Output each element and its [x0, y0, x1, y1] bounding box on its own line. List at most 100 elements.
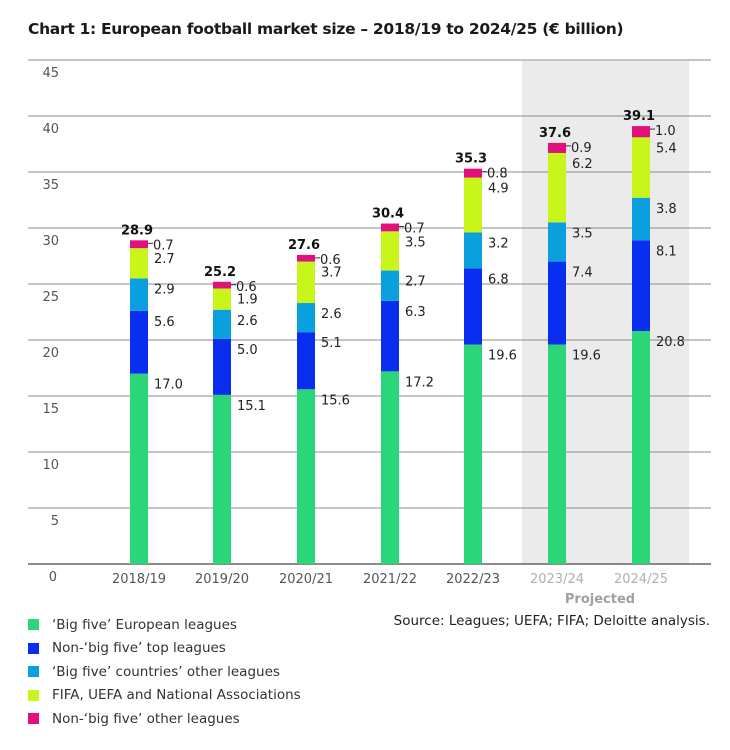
segment-value-label: 0.6	[236, 280, 257, 295]
segment-value-label: 3.8	[656, 202, 677, 217]
y-tick-label: 0	[49, 570, 57, 585]
bar-segment	[213, 309, 231, 339]
bar-segment	[632, 197, 650, 241]
bar-segment	[130, 278, 148, 311]
segment-value-label: 2.7	[154, 252, 175, 267]
segment-value-label: 2.6	[237, 314, 258, 329]
segment-value-label: 5.4	[656, 141, 677, 156]
x-tick-label: 2022/23	[446, 572, 500, 587]
x-tick-label: 2020/21	[279, 572, 333, 587]
bar-segment	[464, 232, 482, 269]
bar-segment	[464, 168, 482, 178]
bar-segment	[213, 394, 231, 564]
y-tick-label: 20	[42, 346, 59, 361]
bar-segment	[548, 222, 566, 262]
x-tick-label: 2023/24	[530, 572, 584, 587]
bar-segment	[213, 281, 231, 289]
legend: ‘Big five’ European leagues Non-‘big five…	[28, 613, 301, 731]
segment-value-label: 1.0	[655, 124, 676, 139]
legend-label: ‘Big five’ European leagues	[52, 616, 237, 633]
bar-segment	[213, 338, 231, 395]
bar-segment	[381, 231, 399, 271]
segment-value-label: 3.7	[321, 266, 342, 281]
bar-segment	[548, 152, 566, 223]
legend-swatch	[28, 713, 39, 725]
total-value-label: 37.6	[539, 126, 571, 141]
bar-segment	[464, 344, 482, 564]
bar-segment	[632, 137, 650, 198]
segment-value-label: 2.7	[405, 275, 426, 290]
y-tick-label: 25	[42, 290, 59, 305]
segment-value-label: 3.5	[405, 235, 426, 250]
bar-segment	[381, 300, 399, 372]
y-tick-label: 15	[42, 402, 59, 417]
bar-segment	[297, 261, 315, 304]
total-value-label: 30.4	[372, 207, 404, 222]
segment-value-label: 0.7	[153, 238, 174, 253]
x-tick-label: 2021/22	[363, 572, 417, 587]
segment-value-label: 5.0	[237, 343, 258, 358]
chart-title: Chart 1: European football market size –…	[28, 20, 624, 38]
segment-value-label: 1.9	[237, 292, 258, 307]
bar-segment	[548, 142, 566, 153]
segment-value-label: 0.9	[571, 141, 592, 156]
segment-value-label: 2.6	[321, 307, 342, 322]
bar-segment	[464, 268, 482, 345]
segment-value-label: 19.6	[572, 348, 601, 363]
x-tick-label: 2024/25	[614, 572, 668, 587]
segment-value-label: 19.6	[488, 348, 517, 363]
segment-value-label: 17.2	[405, 375, 434, 390]
segment-value-label: 6.3	[405, 305, 426, 320]
segment-value-label: 6.2	[572, 157, 593, 172]
projected-label: Projected	[565, 592, 635, 607]
legend-label: Non-‘big five’ other leagues	[52, 710, 240, 727]
x-tick-label: 2019/20	[195, 572, 249, 587]
bar-segment	[297, 389, 315, 564]
legend-swatch	[28, 666, 39, 678]
legend-swatch	[28, 689, 39, 701]
segment-value-label: 3.5	[572, 226, 593, 241]
legend-item: Non-‘big five’ other leagues	[28, 707, 301, 731]
legend-label: Non-‘big five’ top leagues	[52, 640, 226, 657]
y-tick-label: 30	[42, 234, 59, 249]
y-tick-label: 5	[51, 514, 59, 529]
total-value-label: 39.1	[623, 109, 655, 124]
legend-label: ‘Big five’ countries’ other leagues	[52, 663, 280, 680]
y-tick-label: 35	[42, 178, 59, 193]
segment-value-label: 4.9	[488, 182, 509, 197]
legend-item: Non-‘big five’ top leagues	[28, 637, 301, 661]
total-value-label: 25.2	[204, 265, 236, 280]
bar-segment	[381, 270, 399, 301]
segment-value-label: 0.7	[404, 222, 425, 237]
legend-item: ‘Big five’ European leagues	[28, 613, 301, 637]
segment-value-label: 8.1	[656, 244, 677, 259]
bar-segment	[130, 310, 148, 374]
total-value-label: 27.6	[288, 238, 320, 253]
bar-segment	[548, 261, 566, 345]
x-tick-label: 2018/19	[112, 572, 166, 587]
segment-value-label: 20.8	[656, 335, 685, 350]
bar-segment	[632, 240, 650, 332]
segment-value-label: 7.4	[572, 266, 593, 281]
segment-value-label: 0.8	[487, 167, 508, 182]
bar-segment	[381, 371, 399, 564]
bar-segment	[130, 240, 148, 249]
bar-segment	[213, 288, 231, 310]
bar-segment	[297, 332, 315, 390]
bar-segment	[381, 223, 399, 232]
segment-value-label: 15.6	[321, 393, 350, 408]
source-note: Source: Leagues; UEFA; FIFA; Deloitte an…	[393, 613, 710, 629]
segment-value-label: 17.0	[154, 378, 183, 393]
bar-segment	[130, 373, 148, 564]
bar-segment	[632, 331, 650, 564]
legend-swatch	[28, 642, 39, 654]
y-tick-label: 45	[42, 66, 59, 81]
y-tick-label: 10	[42, 458, 59, 473]
legend-swatch	[28, 619, 39, 631]
segment-value-label: 2.9	[154, 282, 175, 297]
legend-item: FIFA, UEFA and National Associations	[28, 684, 301, 708]
bar-segment	[632, 126, 650, 138]
segment-value-label: 3.2	[488, 236, 509, 251]
legend-item: ‘Big five’ countries’ other leagues	[28, 660, 301, 684]
